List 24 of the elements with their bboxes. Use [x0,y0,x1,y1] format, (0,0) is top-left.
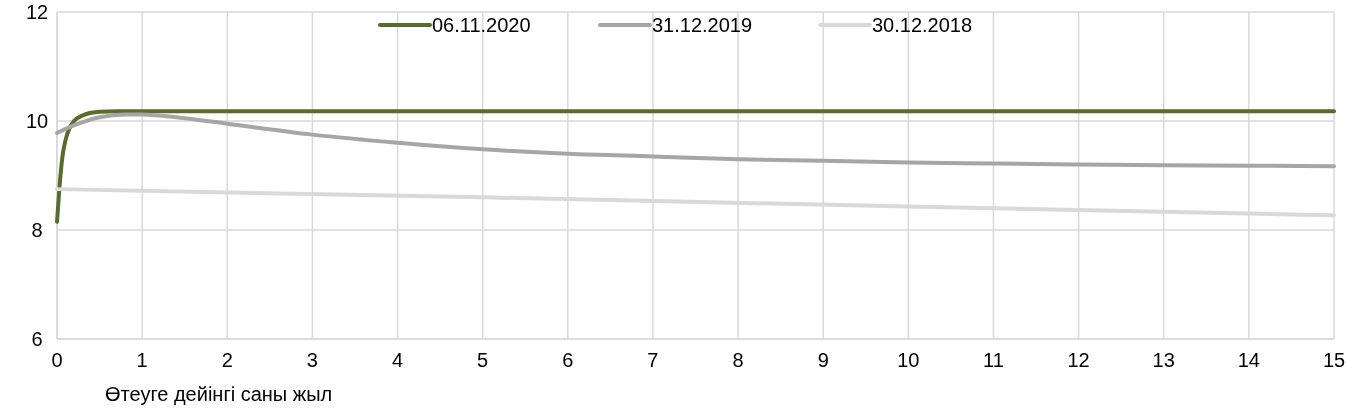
legend-label: 30.12.2018 [872,14,973,36]
y-tick-label: 6 [31,328,43,350]
x-tick-label: 14 [1237,349,1260,371]
x-tick-label: 2 [221,349,233,371]
y-tick-label: 8 [31,219,43,241]
x-tick-label: 6 [562,349,574,371]
x-tick-label: 0 [51,349,63,371]
x-tick-label: 3 [306,349,318,371]
x-tick-label: 4 [391,349,404,371]
x-tick-label: 1 [136,349,148,371]
y-tick-label: 10 [25,110,49,132]
x-tick-label: 13 [1152,349,1175,371]
x-tick-label: 15 [1322,349,1346,371]
legend-label: 06.11.2020 [432,14,531,36]
x-tick-label: 5 [477,349,489,371]
x-tick-label: 12 [1067,349,1090,371]
x-tick-label: 10 [897,349,920,371]
x-tick-label: 7 [647,349,659,371]
x-tick-label: 11 [983,349,1004,371]
legend-label: 31.12.2019 [652,14,753,36]
y-tick-label: 12 [25,1,49,23]
x-axis-title: Өтеуге дейінгі саны жыл [105,383,333,405]
x-tick-label: 9 [817,349,829,371]
x-tick-label: 8 [732,349,744,371]
